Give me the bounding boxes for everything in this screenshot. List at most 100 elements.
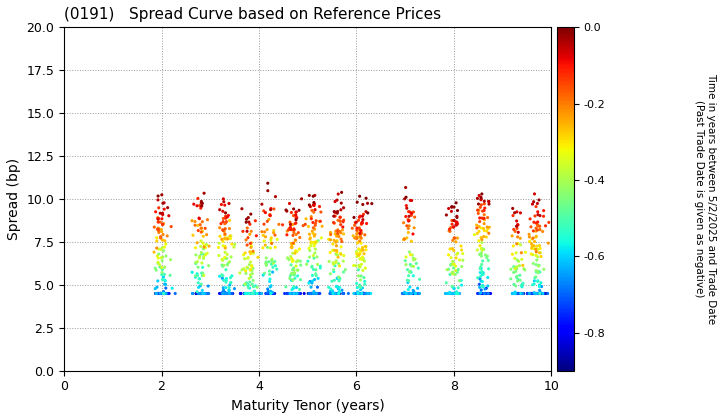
Point [404,290,415,297]
Point [515,290,526,297]
Point [451,269,463,276]
Point [512,290,523,297]
Point [330,257,342,264]
Point [304,192,315,199]
Point [311,290,323,297]
Point [150,290,162,297]
Point [305,239,317,245]
Point [534,290,545,297]
Point [410,260,422,267]
Point [450,267,462,274]
Point [194,276,205,282]
Point [508,290,520,297]
Point [333,232,344,239]
Point [216,262,228,268]
Point [476,191,487,197]
Point [511,209,523,215]
Point [475,273,487,280]
Point [449,290,461,297]
Point [292,290,303,297]
Point [157,210,168,217]
Point [189,222,201,228]
Point [309,241,320,247]
Point [449,271,461,278]
Point [445,255,456,261]
Point [220,284,232,291]
Point [281,231,292,238]
Point [474,284,485,291]
Point [335,214,346,220]
Point [199,290,211,297]
Point [356,254,368,260]
Point [528,228,539,234]
Point [199,225,211,232]
Point [158,290,170,297]
Point [261,262,272,269]
Point [399,236,410,242]
Point [248,290,260,297]
Point [510,274,522,281]
Point [294,276,306,283]
Point [449,204,460,210]
Point [306,207,318,214]
Point [508,243,519,249]
Point [529,290,541,297]
Point [286,286,297,293]
Point [295,262,307,268]
Point [524,238,536,245]
Point [219,254,230,261]
Point [510,290,521,297]
Point [287,221,299,228]
Point [361,200,373,207]
Point [264,212,276,219]
Point [284,290,296,297]
Point [269,258,281,265]
Point [358,274,369,281]
Point [242,282,253,289]
Point [511,241,523,247]
Point [400,290,412,297]
Point [524,215,536,222]
Point [245,250,256,257]
Point [311,238,323,245]
Point [405,212,417,219]
Point [251,284,263,291]
Point [289,272,300,278]
Point [509,289,521,295]
Point [523,290,535,297]
Point [243,284,254,291]
Point [158,290,169,297]
Point [308,202,320,209]
Point [159,277,171,284]
Point [332,226,343,233]
Point [222,290,233,297]
Point [314,218,325,225]
Point [285,221,297,228]
Point [202,283,214,289]
Point [197,228,208,235]
Point [402,218,414,224]
Point [194,290,206,297]
Point [262,244,274,251]
Point [510,290,522,297]
Point [517,280,528,287]
Point [510,265,521,271]
Point [225,290,236,297]
Point [531,249,542,255]
Point [531,233,542,240]
Point [483,201,495,207]
Point [532,208,544,215]
Point [362,290,374,297]
Point [527,290,539,297]
Point [291,290,302,297]
Point [289,226,300,233]
Point [528,281,540,287]
Point [217,290,229,297]
Point [290,213,302,219]
Point [446,204,457,210]
Point [330,290,341,297]
Point [247,265,258,271]
Point [536,290,548,297]
Point [151,234,163,241]
Point [356,213,368,220]
